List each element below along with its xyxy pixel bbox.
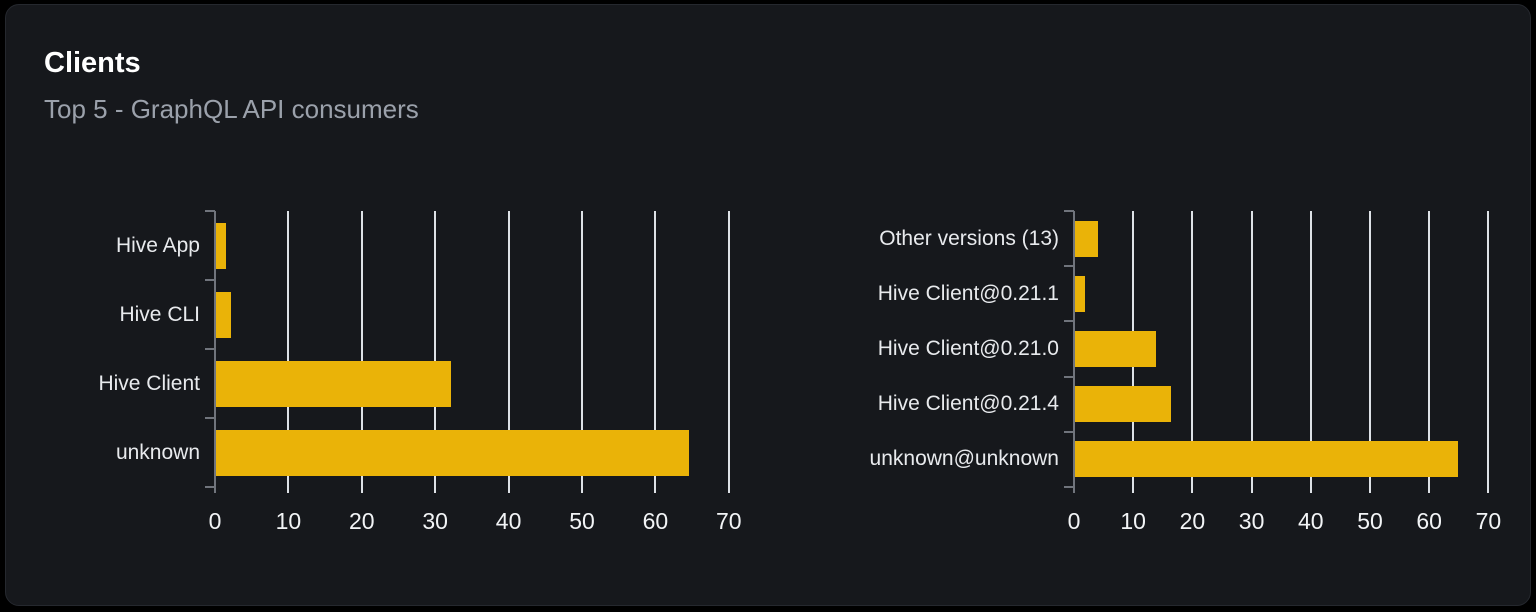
card-subtitle: Top 5 - GraphQL API consumers xyxy=(44,94,419,124)
card-title: Clients xyxy=(44,47,141,79)
clients-card xyxy=(5,4,1531,606)
